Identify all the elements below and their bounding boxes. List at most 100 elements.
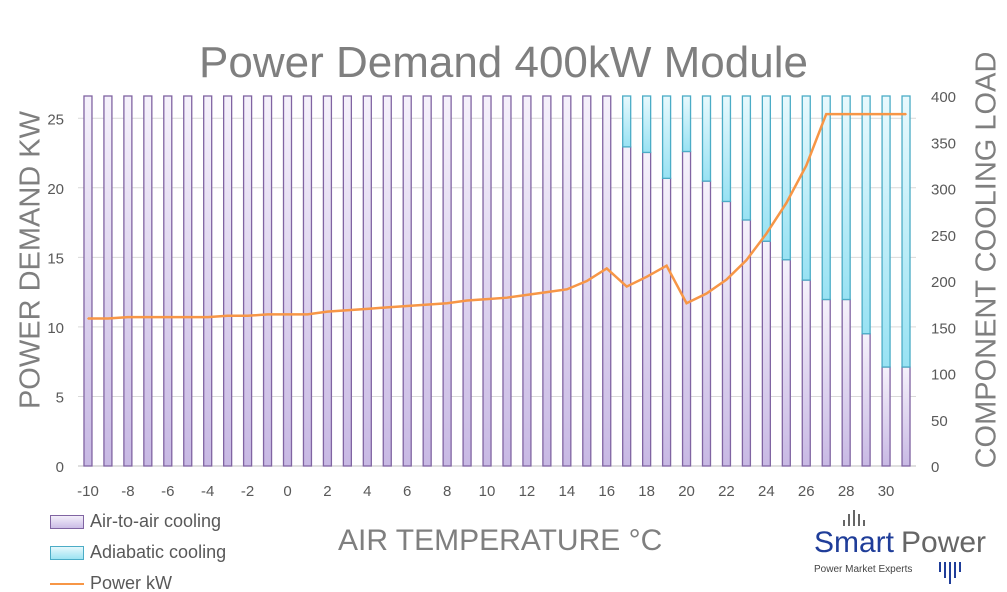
power-point	[745, 259, 748, 261]
power-point	[805, 164, 808, 167]
bar-air-to-air	[342, 95, 353, 467]
x-tick-label: -4	[201, 483, 214, 500]
bar-air-to-air	[861, 333, 871, 467]
power-point	[87, 317, 89, 320]
legend: Air-to-air cooling Adiabatic cooling Pow…	[50, 506, 226, 592]
y2-tick-label: 50	[931, 413, 948, 430]
bar-air-to-air	[203, 95, 213, 467]
legend-item-adiabatic: Adiabatic cooling	[50, 537, 226, 568]
x-tick-label: 26	[798, 483, 815, 500]
x-tick-label: 12	[519, 483, 536, 500]
bar-air-to-air	[641, 151, 652, 467]
power-point	[566, 288, 568, 291]
y2-tick-label: 400	[931, 89, 956, 106]
power-point	[186, 316, 189, 318]
bar-adiabatic	[641, 95, 652, 154]
power-point	[246, 314, 249, 317]
bar-adiabatic	[841, 95, 851, 301]
power-point	[286, 313, 289, 316]
bar-adiabatic	[701, 95, 712, 182]
power-line	[87, 112, 907, 320]
bar-air-to-air	[242, 95, 253, 467]
bar-air-to-air	[602, 95, 612, 467]
power-point	[645, 276, 648, 278]
power-point	[386, 306, 389, 309]
bar-air-to-air	[362, 95, 372, 467]
x-tick-label: 10	[479, 483, 496, 500]
y2-tick-label: 350	[931, 135, 956, 152]
bar-air-to-air	[123, 95, 133, 467]
bar-air-to-air	[103, 95, 113, 467]
bar-adiabatic	[661, 95, 672, 179]
bar-air-to-air	[562, 95, 572, 467]
bar-air-to-air	[402, 95, 412, 467]
y-tick-label: 0	[56, 459, 64, 476]
legend-swatch-air	[50, 514, 84, 529]
y2-tick-label: 200	[931, 274, 956, 291]
bar-air-to-air	[83, 95, 93, 467]
x-tick-label: -6	[161, 483, 174, 500]
power-point	[526, 294, 528, 296]
bar-adiabatic	[861, 95, 871, 335]
x-tick-label: 18	[638, 483, 655, 500]
bar-air-to-air	[841, 298, 851, 467]
y2-tick-label: 150	[931, 320, 956, 337]
chart-title: Power Demand 400kW Module	[199, 38, 808, 87]
bar-air-to-air	[262, 95, 273, 467]
smartpower-logo: Smart Power Power Market Experts	[814, 510, 986, 584]
x-tick-label: 14	[558, 483, 575, 500]
power-point	[725, 278, 728, 281]
bar-air-to-air	[502, 95, 512, 467]
bar-adiabatic	[741, 95, 752, 221]
bar-air-to-air	[522, 95, 532, 467]
y-tick-label: 15	[47, 250, 64, 267]
y2-tick-label: 300	[931, 182, 956, 199]
bar-adiabatic	[781, 95, 791, 261]
bar-air-to-air	[881, 366, 891, 467]
x-tick-label: 2	[323, 483, 331, 500]
power-point	[905, 113, 907, 115]
x-tick-label: 4	[363, 483, 371, 500]
power-point	[885, 113, 887, 115]
bar-adiabatic	[901, 95, 911, 368]
x-tick-label: 30	[878, 483, 895, 500]
bar-adiabatic	[761, 95, 772, 242]
power-point	[426, 303, 428, 306]
legend-label: Adiabatic cooling	[90, 542, 227, 562]
bar-adiabatic	[721, 95, 732, 203]
x-tick-label: -8	[121, 483, 134, 500]
bar-air-to-air	[781, 259, 791, 467]
power-point	[326, 310, 329, 313]
bar-air-to-air	[801, 279, 811, 467]
bar-air-to-air	[163, 95, 173, 467]
bar-air-to-air	[482, 95, 492, 467]
x-tick-label: -10	[77, 483, 99, 500]
power-point	[107, 317, 109, 320]
bar-air-to-air	[282, 95, 293, 467]
legend-swatch-adiabatic	[50, 545, 84, 560]
x-tick-label: 0	[283, 483, 291, 500]
bar-air-to-air	[701, 180, 712, 467]
power-point	[825, 113, 828, 115]
bar-air-to-air	[661, 177, 672, 467]
legend-label: Air-to-air cooling	[90, 511, 222, 531]
bar-air-to-air	[622, 146, 632, 467]
logo-tagline: Power Market Experts	[814, 564, 912, 575]
power-point	[266, 313, 269, 316]
y2-tick-label: 250	[931, 228, 956, 245]
power-point	[206, 316, 209, 318]
power-point	[845, 113, 847, 115]
legend-swatch-power	[50, 582, 84, 585]
y2-axis-label: COMPONENT COOLING LOAD	[971, 52, 1003, 469]
bar-air-to-air	[681, 150, 692, 467]
legend-item-air: Air-to-air cooling	[50, 506, 226, 537]
bar-adiabatic	[622, 95, 632, 148]
power-point	[166, 316, 169, 318]
power-point	[306, 313, 309, 316]
y-tick-label: 20	[47, 181, 64, 198]
bar-air-to-air	[901, 366, 911, 467]
x-tick-label: 22	[718, 483, 735, 500]
y-axis-label: POWER DEMAND KW	[15, 110, 47, 409]
logo-text-b: Power	[901, 526, 986, 559]
